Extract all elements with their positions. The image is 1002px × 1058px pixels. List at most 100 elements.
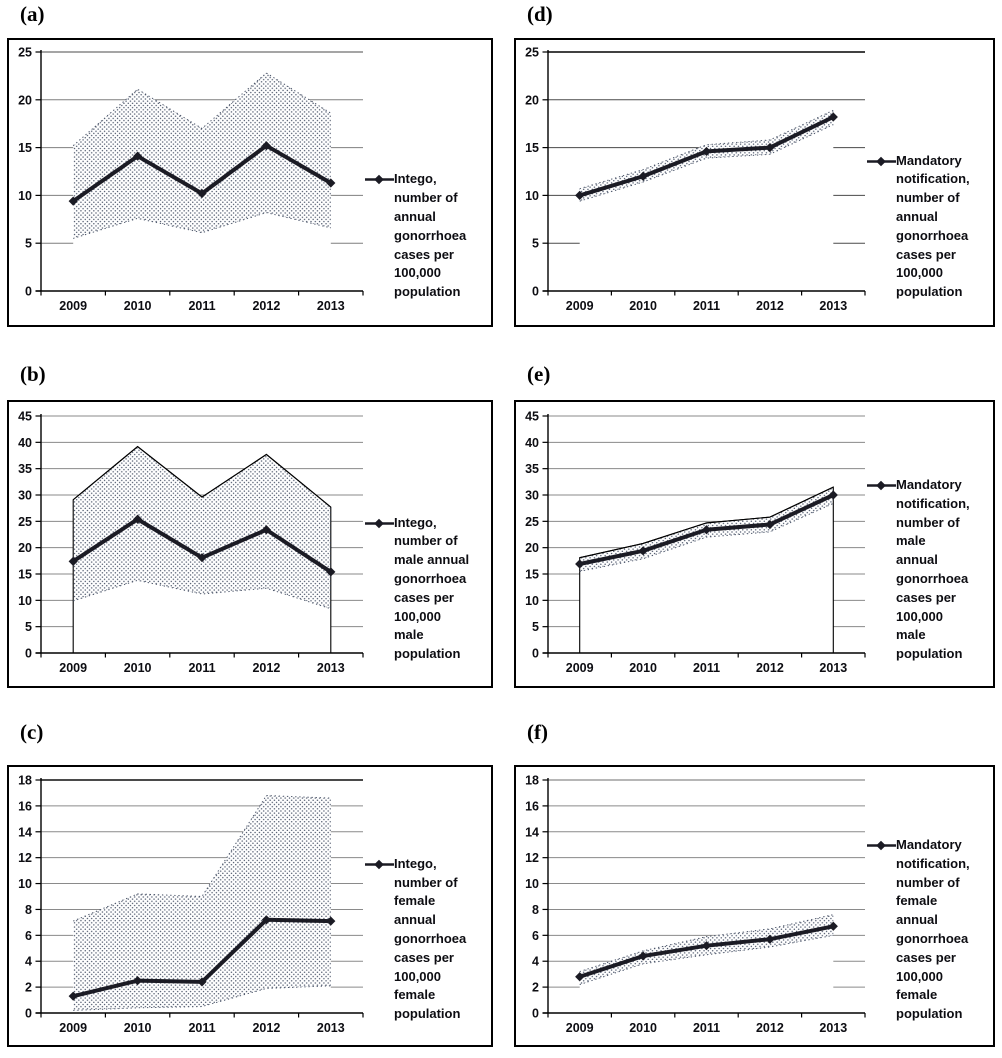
legend-label-line: Intego, — [394, 514, 437, 530]
x-tick-labels-f: 2009 2010 2011 2012 2013 — [566, 1021, 847, 1035]
legend-label-line: population — [394, 646, 461, 662]
axes-e — [542, 414, 866, 658]
svg-text:2010: 2010 — [629, 661, 657, 675]
legend-label-line: gonorrhoea — [394, 227, 467, 243]
svg-text:25: 25 — [18, 515, 32, 529]
legend-label-line: gonorrhoea — [896, 571, 969, 587]
legend-a: Intego, number of annual gonorrhoea cases pe… — [365, 170, 483, 302]
legend-label-e: Mandatory notification, number of male annua… — [896, 476, 970, 664]
svg-text:10: 10 — [18, 877, 32, 891]
svg-text:30: 30 — [18, 489, 32, 503]
legend-label-line: population — [394, 1006, 461, 1022]
legend-label-line: number of — [394, 874, 458, 890]
chart-box-b: 0 5 10 15 20 25 30 35 40 45 2009 2010 2011 2012 2013 In… — [7, 400, 493, 688]
chart-canvas-c: 0 2 4 6 8 10 12 14 16 18 2009 2010 2011 2012 2013 — [18, 774, 364, 1035]
panel-label-f: (f) — [527, 720, 548, 744]
band-underlay-d — [579, 110, 834, 291]
svg-text:8: 8 — [25, 903, 32, 917]
svg-text:2013: 2013 — [819, 1021, 847, 1035]
legend-label-line: annual — [896, 912, 938, 928]
legend-label-line: female — [896, 987, 938, 1003]
legend-label-line: number of — [896, 514, 960, 530]
svg-text:15: 15 — [18, 141, 32, 155]
svg-text:2009: 2009 — [59, 661, 87, 675]
svg-text:10: 10 — [18, 594, 32, 608]
legend-label-line: gonorrhoea — [394, 571, 467, 587]
legend-label-line: 100,000 — [896, 608, 943, 624]
svg-text:10: 10 — [18, 189, 32, 203]
legend-label-line: number of — [896, 874, 960, 890]
svg-text:4: 4 — [25, 955, 32, 969]
legend-label-line: female — [896, 893, 938, 909]
y-tick-labels-f: 0 2 4 6 8 10 12 14 16 18 — [525, 774, 539, 1021]
svg-text:2009: 2009 — [566, 661, 594, 675]
svg-text:15: 15 — [18, 568, 32, 582]
svg-text:2009: 2009 — [566, 299, 594, 313]
legend-label-line: 100,000 — [394, 608, 441, 624]
svg-text:2013: 2013 — [317, 661, 345, 675]
legend-label-c: Intego, number of female annual gonorrhoea ca… — [394, 855, 466, 1024]
band-upper-edge-a — [72, 72, 332, 147]
axes-a — [35, 50, 364, 296]
svg-text:2013: 2013 — [317, 1021, 345, 1035]
svg-text:2010: 2010 — [124, 1021, 152, 1035]
svg-text:2011: 2011 — [693, 661, 720, 675]
svg-text:4: 4 — [532, 955, 539, 969]
x-tick-labels-c: 2009 2010 2011 2012 2013 — [59, 1021, 344, 1035]
x-tick-labels-b: 2009 2010 2011 2012 2013 — [59, 661, 344, 675]
panel-label-e: (e) — [527, 362, 551, 386]
confidence-band-a — [73, 73, 331, 239]
legend-label-line: population — [394, 284, 461, 300]
svg-text:0: 0 — [532, 647, 539, 661]
legend-label-line: gonorrhoea — [896, 931, 969, 947]
legend-label-line: male — [394, 627, 424, 643]
legend-label-line: Mandatory — [896, 152, 962, 168]
legend-d: Mandatory notification, number of annual gon… — [867, 152, 985, 302]
legend-label-line: notification, — [896, 855, 970, 871]
band-upper-edge-c — [73, 795, 331, 922]
svg-text:45: 45 — [18, 410, 32, 424]
svg-text:2011: 2011 — [188, 299, 215, 313]
y-tick-labels-e: 0 5 10 15 20 25 30 35 40 45 — [525, 410, 539, 661]
svg-text:2013: 2013 — [819, 299, 847, 313]
svg-text:2012: 2012 — [252, 299, 280, 313]
legend-label-line: Intego, — [394, 855, 437, 871]
chart-box-e: 0 5 10 15 20 25 30 35 40 45 2009 2010 2011 2012 2013 Ma… — [514, 400, 995, 688]
y-tick-labels-b: 0 5 10 15 20 25 30 35 40 45 — [18, 410, 32, 661]
svg-text:2011: 2011 — [188, 1021, 215, 1035]
svg-text:25: 25 — [18, 46, 32, 60]
panel-f: (f) 0 2 4 6 8 10 12 14 16 18 2009 2010 2011 2012 2013 M… — [514, 720, 995, 1047]
svg-text:2010: 2010 — [629, 299, 657, 313]
legend-label-line: annual — [394, 209, 436, 225]
svg-text:5: 5 — [532, 620, 539, 634]
svg-text:30: 30 — [525, 489, 539, 503]
y-tick-labels-a: 0 5 10 15 20 25 — [18, 46, 32, 299]
legend-label-line: notification, — [896, 495, 970, 511]
chart-canvas-b: 0 5 10 15 20 25 30 35 40 45 2009 2010 2011 2012 2013 — [18, 410, 364, 675]
panel-label-a: (a) — [20, 2, 45, 26]
legend-label-line: male — [896, 627, 926, 643]
legend-label-line: male — [896, 533, 926, 549]
svg-text:12: 12 — [18, 851, 32, 865]
legend-label-f: Mandatory notification, number of female ann… — [896, 836, 970, 1024]
svg-text:2013: 2013 — [819, 661, 847, 675]
legend-series-marker-icon — [365, 516, 394, 536]
chart-box-a: 0 5 10 15 20 25 2009 2010 2011 2012 2013 Intego, num… — [7, 38, 493, 327]
panel-a: (a) 0 5 10 15 20 25 2009 2010 2011 2012 2013 Intego… — [7, 2, 493, 327]
svg-text:18: 18 — [18, 774, 32, 788]
legend-label-line: Mandatory — [896, 837, 962, 853]
legend-e: Mandatory notification, number of male annua… — [867, 476, 985, 664]
svg-text:5: 5 — [25, 620, 32, 634]
svg-text:8: 8 — [532, 903, 539, 917]
svg-text:45: 45 — [525, 410, 539, 424]
svg-text:35: 35 — [525, 462, 539, 476]
svg-text:0: 0 — [25, 647, 32, 661]
svg-text:2: 2 — [25, 981, 32, 995]
legend-c: Intego, number of female annual gonorrhoea ca… — [365, 855, 483, 1024]
legend-series-marker-icon — [867, 478, 896, 498]
svg-text:2011: 2011 — [693, 299, 720, 313]
chart-box-f: 0 2 4 6 8 10 12 14 16 18 2009 2010 2011 2012 2013 Manda… — [514, 765, 995, 1047]
legend-label-a: Intego, number of annual gonorrhoea cases pe… — [394, 170, 466, 302]
chart-box-c: 0 2 4 6 8 10 12 14 16 18 2009 2010 2011 2012 2013 Integ… — [7, 765, 493, 1047]
x-tick-labels-e: 2009 2010 2011 2012 2013 — [566, 661, 847, 675]
